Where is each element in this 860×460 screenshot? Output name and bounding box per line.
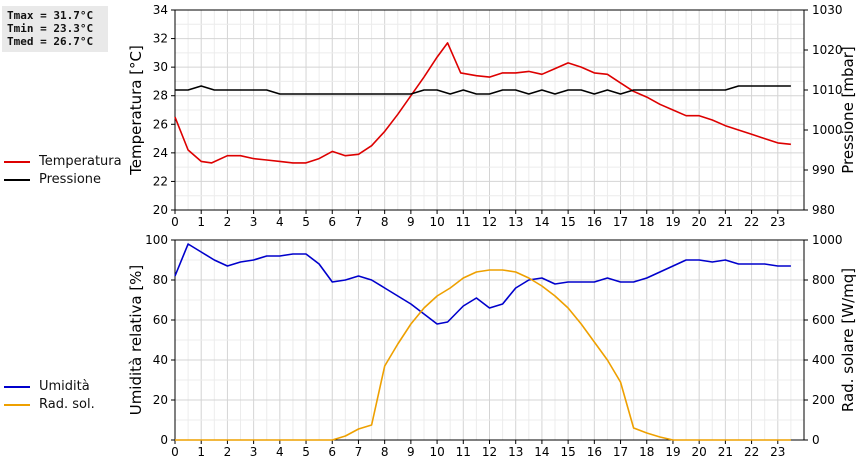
y-tick-label: 100 bbox=[145, 233, 168, 247]
humidity-radiation-chart: 0 1 2 3 4 5 6 7 8 9 10 11 12 13 14 15 16 17 18 19 20 21 22 2302… bbox=[127, 233, 857, 459]
legend-swatch-temperatura bbox=[4, 161, 30, 163]
x-tick-label: 8 bbox=[381, 215, 389, 229]
x-tick-label: 10 bbox=[429, 445, 444, 459]
x-tick-label: 11 bbox=[456, 215, 471, 229]
y-tick-label: 34 bbox=[153, 3, 168, 17]
legend-label-rad-sol: Rad. sol. bbox=[39, 397, 95, 412]
legend-label-umidita: Umidità bbox=[39, 379, 90, 394]
x-tick-label: 19 bbox=[665, 445, 680, 459]
y2-tick-label: 1030 bbox=[812, 3, 843, 17]
x-tick-label: 18 bbox=[639, 445, 654, 459]
y-tick-label: 30 bbox=[153, 60, 168, 74]
legend-label-pressione: Pressione bbox=[39, 172, 102, 187]
x-tick-label: 6 bbox=[328, 215, 336, 229]
x-tick-label: 19 bbox=[665, 215, 680, 229]
temperature-pressure-chart: 0 1 2 3 4 5 6 7 8 9 10 11 12 13 14 15 16 17 18 19 20 21 22 2320… bbox=[127, 3, 857, 229]
tmed-text: Tmed = 26.7°C bbox=[7, 35, 94, 48]
y2-tick-label: 1010 bbox=[812, 83, 843, 97]
x-tick-label: 14 bbox=[534, 445, 549, 459]
y-tick-label: 20 bbox=[153, 203, 168, 217]
x-tick-label: 1 bbox=[197, 215, 205, 229]
y-axis-title: Temperatura [°C] bbox=[127, 45, 145, 176]
x-tick-label: 7 bbox=[355, 215, 363, 229]
legend-swatch-umidita bbox=[4, 386, 30, 388]
y2-tick-label: 0 bbox=[812, 433, 820, 447]
y2-tick-label: 980 bbox=[812, 203, 835, 217]
y2-tick-label: 200 bbox=[812, 393, 835, 407]
x-tick-label: 1 bbox=[197, 445, 205, 459]
x-tick-label: 15 bbox=[560, 215, 575, 229]
x-tick-label: 7 bbox=[355, 445, 363, 459]
x-tick-label: 11 bbox=[456, 445, 471, 459]
y2-tick-label: 600 bbox=[812, 313, 835, 327]
y2-tick-label: 400 bbox=[812, 353, 835, 367]
tmax-text: Tmax = 31.7°C bbox=[7, 9, 94, 22]
x-tick-label: 21 bbox=[718, 215, 733, 229]
x-tick-label: 9 bbox=[407, 445, 415, 459]
x-tick-label: 4 bbox=[276, 445, 284, 459]
y2-axis-title: Rad. solare [W/mq] bbox=[839, 268, 857, 412]
x-tick-label: 22 bbox=[744, 445, 759, 459]
y2-tick-label: 1000 bbox=[812, 233, 843, 247]
x-tick-label: 5 bbox=[302, 215, 310, 229]
x-tick-label: 20 bbox=[692, 215, 707, 229]
x-tick-label: 17 bbox=[613, 445, 628, 459]
y2-tick-label: 800 bbox=[812, 273, 835, 287]
y-tick-label: 60 bbox=[153, 313, 168, 327]
y-tick-label: 28 bbox=[153, 89, 168, 103]
x-tick-label: 12 bbox=[482, 445, 497, 459]
x-tick-label: 4 bbox=[276, 215, 284, 229]
x-tick-label: 5 bbox=[302, 445, 310, 459]
x-tick-label: 20 bbox=[692, 445, 707, 459]
series-line-umidit bbox=[174, 243, 791, 325]
x-tick-label: 18 bbox=[639, 215, 654, 229]
y2-tick-label: 1020 bbox=[812, 43, 843, 57]
x-tick-label: 12 bbox=[482, 215, 497, 229]
series-line-pressione bbox=[175, 85, 791, 95]
x-tick-label: 23 bbox=[770, 445, 785, 459]
y-tick-label: 24 bbox=[153, 146, 168, 160]
x-tick-label: 17 bbox=[613, 215, 628, 229]
y-tick-label: 22 bbox=[153, 174, 168, 188]
y2-axis-title: Pressione [mbar] bbox=[839, 46, 857, 174]
x-tick-label: 15 bbox=[560, 445, 575, 459]
x-tick-label: 2 bbox=[224, 215, 232, 229]
plot-frame bbox=[174, 239, 805, 441]
y-axis-title: Umidità relativa [%] bbox=[127, 265, 145, 416]
y2-tick-label: 1000 bbox=[812, 123, 843, 137]
legend-swatch-rad-sol bbox=[4, 404, 30, 406]
y-tick-label: 20 bbox=[153, 393, 168, 407]
y2-tick-label: 990 bbox=[812, 163, 835, 177]
x-tick-label: 13 bbox=[508, 445, 523, 459]
stats-box: Tmax = 31.7°C Tmin = 23.3°C Tmed = 26.7°… bbox=[2, 6, 108, 52]
x-tick-label: 16 bbox=[587, 445, 602, 459]
y-tick-label: 40 bbox=[153, 353, 168, 367]
x-tick-label: 3 bbox=[250, 215, 258, 229]
x-tick-label: 21 bbox=[718, 445, 733, 459]
x-tick-label: 0 bbox=[171, 445, 179, 459]
x-tick-label: 9 bbox=[407, 215, 415, 229]
y-tick-label: 32 bbox=[153, 32, 168, 46]
x-tick-label: 0 bbox=[171, 215, 179, 229]
x-tick-label: 8 bbox=[381, 445, 389, 459]
x-tick-label: 16 bbox=[587, 215, 602, 229]
legend-swatch-pressione bbox=[4, 179, 30, 181]
x-tick-label: 10 bbox=[429, 215, 444, 229]
y-tick-label: 26 bbox=[153, 117, 168, 131]
tmin-text: Tmin = 23.3°C bbox=[7, 22, 94, 35]
x-tick-label: 2 bbox=[224, 445, 232, 459]
series-line-temperatura bbox=[174, 42, 791, 164]
y-tick-label: 0 bbox=[160, 433, 168, 447]
x-tick-label: 23 bbox=[770, 215, 785, 229]
series-line-rad-sol bbox=[175, 269, 791, 441]
x-tick-label: 3 bbox=[250, 445, 258, 459]
legend-label-temperatura: Temperatura bbox=[39, 154, 122, 169]
x-tick-label: 14 bbox=[534, 215, 549, 229]
x-tick-label: 22 bbox=[744, 215, 759, 229]
x-tick-label: 6 bbox=[328, 445, 336, 459]
y-tick-label: 80 bbox=[153, 273, 168, 287]
x-tick-label: 13 bbox=[508, 215, 523, 229]
plot-frame bbox=[174, 9, 805, 211]
